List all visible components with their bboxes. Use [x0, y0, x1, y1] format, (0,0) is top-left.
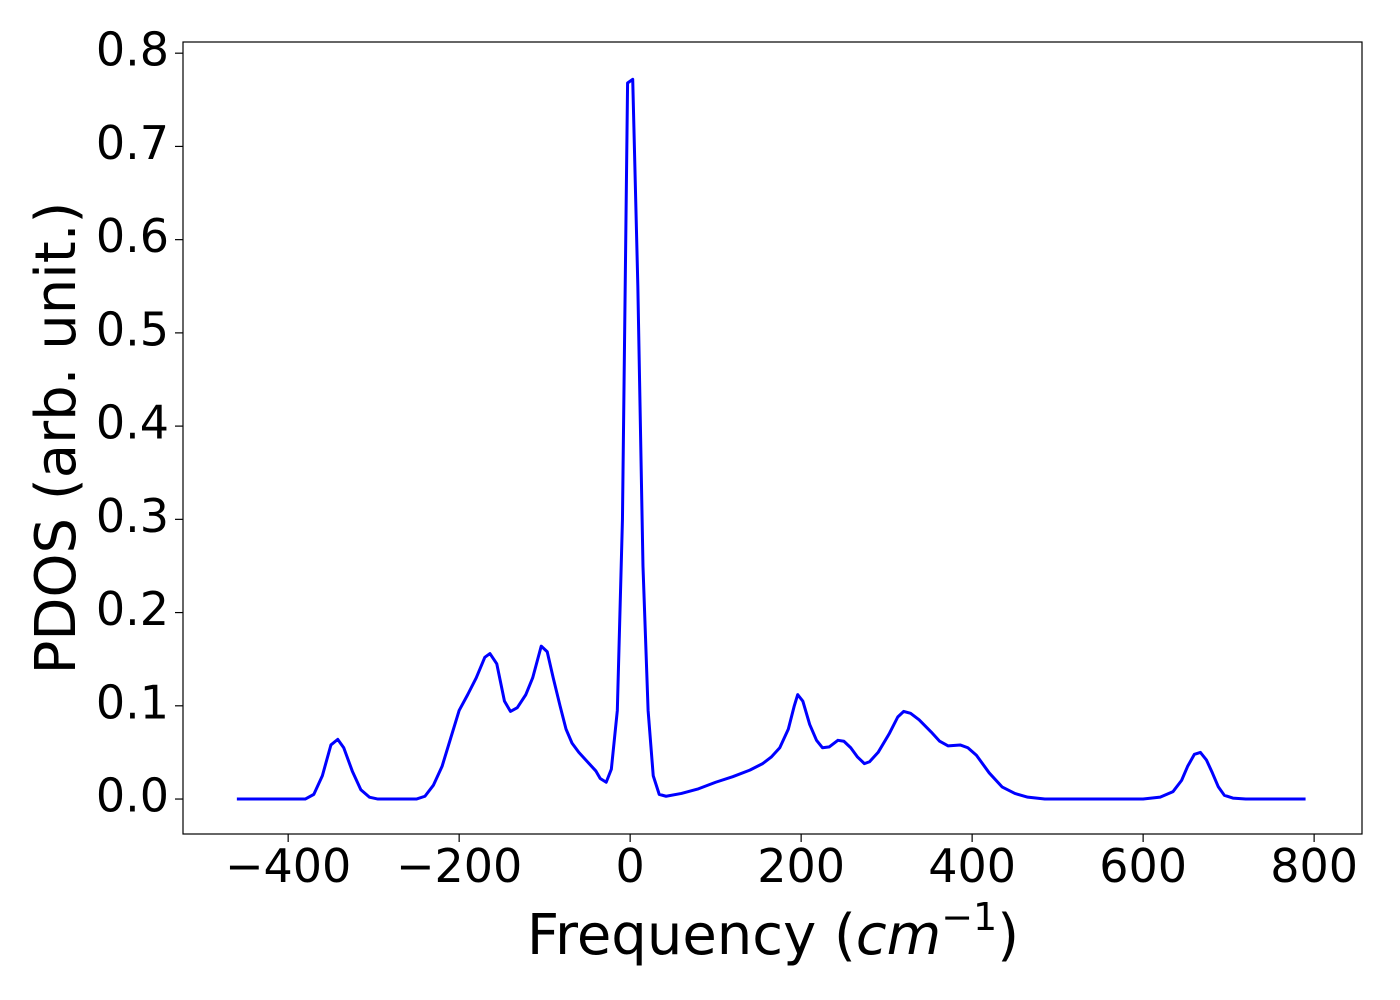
- x-label-unit: cm: [856, 903, 941, 968]
- y-tick-label: 0.3: [96, 489, 169, 543]
- x-label-text: Frequency (: [527, 903, 856, 968]
- y-tick-label: 0.6: [96, 209, 169, 263]
- y-axis-label: PDOS (arb. unit.): [24, 202, 89, 675]
- x-axis-label: Frequency (cm−1): [527, 895, 1019, 968]
- y-tick-label: 0.1: [96, 675, 169, 729]
- y-tick-label: 0.0: [96, 769, 169, 823]
- y-tick-label: 0.7: [96, 116, 169, 170]
- plot-frame: [182, 41, 1363, 835]
- x-tick-label: 0: [616, 839, 645, 893]
- x-tick-label: 200: [757, 839, 845, 893]
- y-tick-label: 0.8: [96, 23, 169, 77]
- x-tick-label: 800: [1270, 839, 1358, 893]
- x-label-exponent: −1: [941, 895, 997, 939]
- x-tick-label: 400: [928, 839, 1016, 893]
- y-tick-label: 0.5: [96, 302, 169, 356]
- y-tick-label: 0.4: [96, 396, 169, 450]
- series-line: [236, 77, 1306, 801]
- y-tick-label: 0.2: [96, 582, 169, 636]
- x-tick-label: −400: [225, 839, 351, 893]
- x-label-close: ): [997, 903, 1019, 968]
- x-tick-label: −200: [396, 839, 522, 893]
- x-tick-label: 600: [1099, 839, 1187, 893]
